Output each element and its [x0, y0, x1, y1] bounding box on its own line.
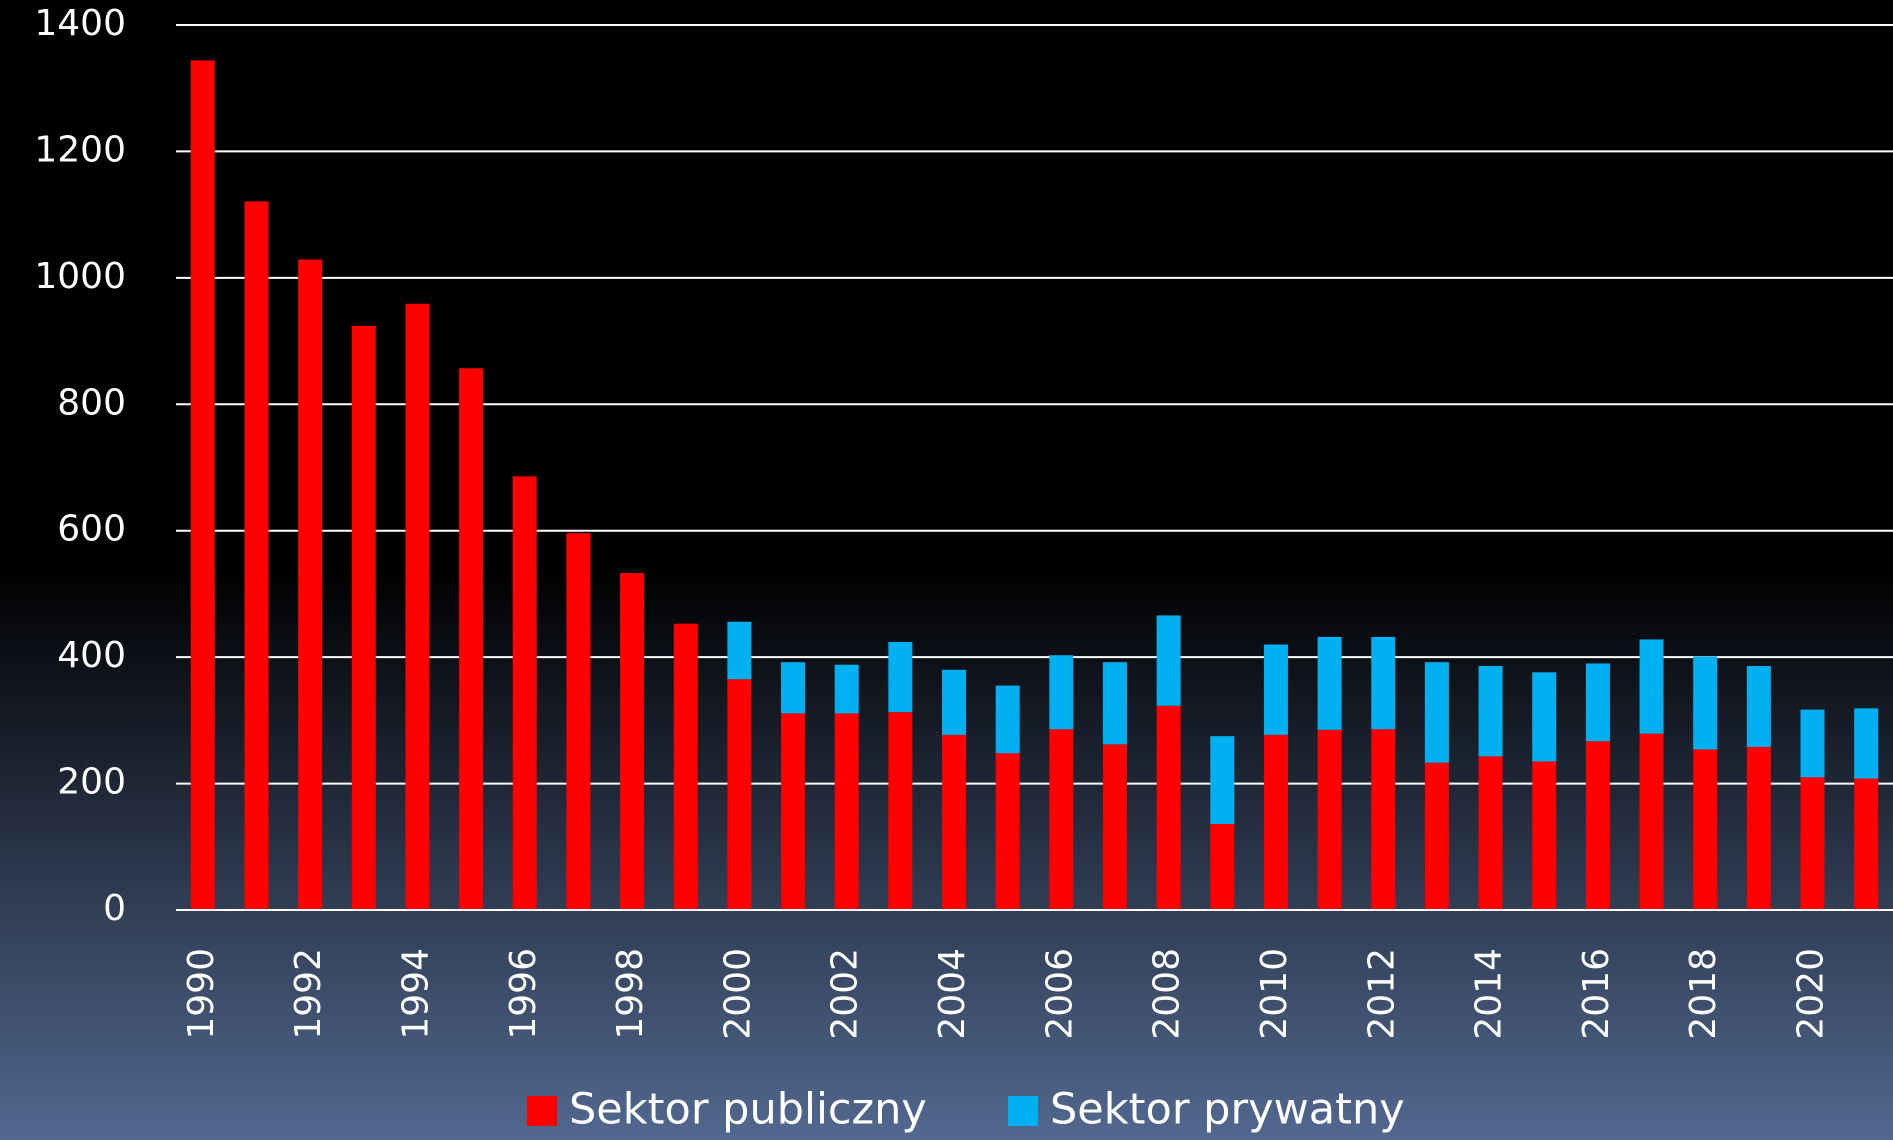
bar-segment: [620, 573, 645, 910]
bar-segment: [1854, 708, 1879, 779]
bar-segment: [1585, 741, 1610, 910]
legend-label: Sektor publiczny: [569, 1085, 927, 1135]
bar-segment: [727, 621, 752, 680]
bar-segment: [1102, 744, 1127, 910]
x-tick-label: 1990: [181, 948, 222, 1040]
bar-segment: [1746, 665, 1771, 747]
bar-segment: [1693, 749, 1718, 910]
bar-segment: [1317, 729, 1342, 910]
bar-segment: [1639, 639, 1664, 734]
y-tick-label: 0: [103, 888, 126, 929]
y-tick-label: 200: [57, 762, 126, 803]
bar-segment: [1800, 709, 1825, 778]
x-tick-label: 2004: [932, 948, 973, 1040]
bar-segment: [888, 641, 913, 713]
bar-segment: [781, 662, 806, 714]
bar-segment: [781, 713, 806, 910]
x-tick-label: 2000: [717, 948, 758, 1040]
y-tick-label: 600: [57, 509, 126, 550]
bar-segment: [942, 734, 967, 910]
bar-segment: [995, 753, 1020, 910]
bar-segment: [244, 201, 269, 910]
bar-segment: [673, 623, 698, 910]
bar-segment: [1854, 778, 1879, 910]
bar-segment: [995, 685, 1020, 754]
bar-segment: [1424, 662, 1449, 763]
x-tick-label: 1998: [610, 948, 651, 1040]
bar-segment: [1532, 761, 1557, 910]
bar-segment: [1210, 736, 1235, 825]
bar-segment: [1371, 636, 1396, 730]
bar-segment: [351, 325, 376, 910]
bar-segment: [1639, 733, 1664, 910]
bar-segment: [1532, 672, 1557, 762]
x-tick-label: 2002: [825, 948, 866, 1040]
bar-segment: [298, 259, 323, 910]
bar-segment: [1210, 824, 1235, 910]
x-tick-label: 2014: [1469, 948, 1510, 1040]
bar-segment: [942, 669, 967, 735]
y-tick-label: 800: [57, 382, 126, 423]
x-tick-label: 2012: [1361, 948, 1402, 1040]
x-tick-label: 1996: [503, 948, 544, 1040]
bar-segment: [1478, 665, 1503, 757]
y-tick-label: 1400: [34, 3, 126, 44]
bar-segment: [1263, 644, 1288, 735]
bar-segment: [1693, 656, 1718, 750]
y-tick-label: 400: [57, 635, 126, 676]
bar-segment: [1049, 655, 1074, 730]
y-tick-label: 1200: [34, 129, 126, 170]
bar-segment: [1317, 636, 1342, 730]
x-tick-label: 2018: [1683, 948, 1724, 1040]
bar-segment: [1585, 663, 1610, 742]
bar-segment: [405, 303, 430, 910]
bar-segment: [566, 533, 591, 910]
legend-swatch: [527, 1096, 557, 1126]
x-tick-label: 2008: [1147, 948, 1188, 1040]
bar-segment: [1263, 734, 1288, 910]
bar-segment: [1800, 777, 1825, 910]
bar-segment: [1746, 746, 1771, 910]
x-tick-label: 1992: [288, 948, 329, 1040]
bar-segment: [1371, 729, 1396, 910]
x-tick-label: 2006: [1039, 948, 1080, 1040]
bar-segment: [834, 664, 859, 714]
legend-label: Sektor prywatny: [1050, 1085, 1405, 1135]
bar-segment: [834, 713, 859, 910]
y-tick-label: 1000: [34, 256, 126, 297]
bar-segment: [190, 60, 215, 910]
bar-segment: [888, 712, 913, 910]
bar-segment: [459, 368, 484, 911]
legend-swatch: [1008, 1096, 1038, 1126]
bar-segment: [1424, 762, 1449, 910]
bar-segment: [512, 476, 537, 910]
x-tick-label: 2020: [1791, 948, 1832, 1040]
bar-segment: [1102, 662, 1127, 745]
bar-segment: [727, 679, 752, 910]
bar-segment: [1156, 705, 1181, 910]
x-tick-label: 2010: [1254, 948, 1295, 1040]
x-tick-label: 2016: [1576, 948, 1617, 1040]
bar-segment: [1156, 615, 1181, 706]
bar-segment: [1478, 756, 1503, 910]
x-tick-label: 1994: [395, 948, 436, 1040]
bar-segment: [1049, 729, 1074, 910]
